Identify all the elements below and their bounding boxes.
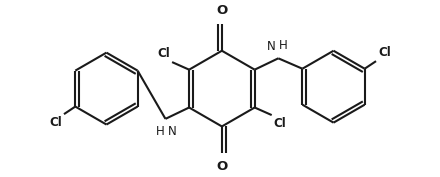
Text: Cl: Cl xyxy=(158,47,170,60)
Text: O: O xyxy=(216,4,227,17)
Text: N: N xyxy=(169,125,177,138)
Text: N: N xyxy=(267,40,275,53)
Text: H: H xyxy=(279,39,288,52)
Text: Cl: Cl xyxy=(274,117,286,130)
Text: Cl: Cl xyxy=(49,116,62,129)
Text: O: O xyxy=(216,161,227,173)
Text: H: H xyxy=(156,125,165,138)
Text: Cl: Cl xyxy=(378,46,391,59)
